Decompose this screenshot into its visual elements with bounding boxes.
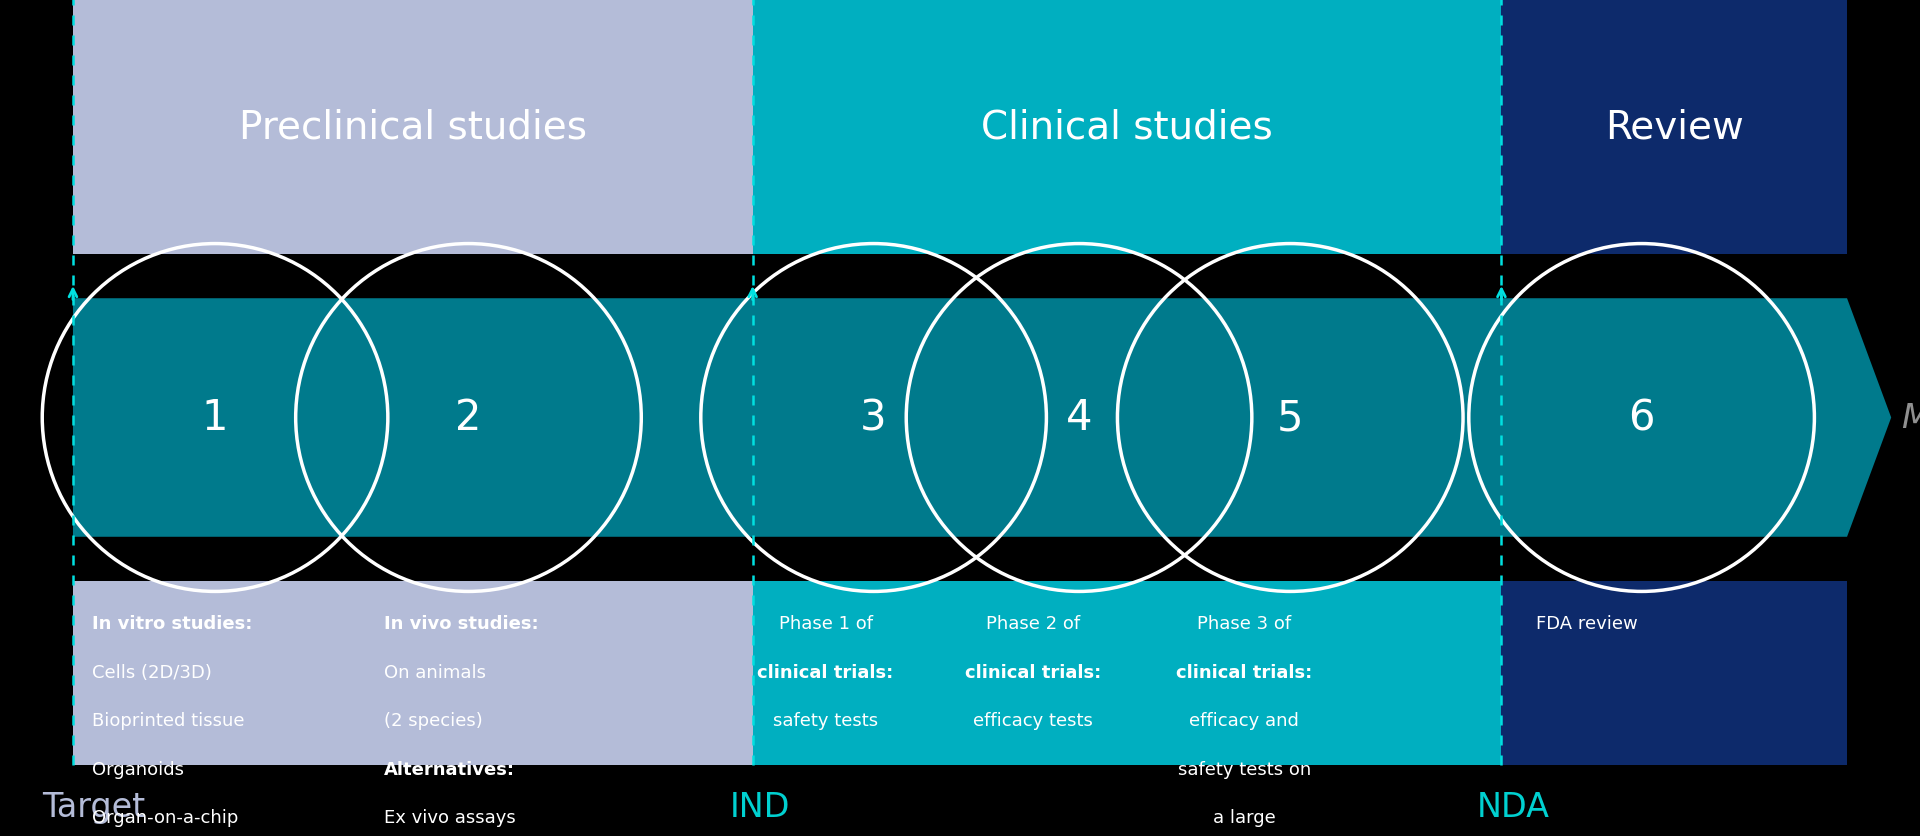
Text: clinical trials:: clinical trials: [1177, 663, 1311, 681]
Text: safety tests on: safety tests on [1177, 760, 1311, 778]
Text: 1: 1 [202, 397, 228, 439]
Bar [753, 0, 1501, 255]
Text: 5: 5 [1277, 397, 1304, 439]
Text: clinical trials:: clinical trials: [758, 663, 893, 681]
Text: 3: 3 [860, 397, 887, 439]
Text: efficacy and: efficacy and [1188, 711, 1300, 730]
Text: Preclinical studies: Preclinical studies [238, 109, 588, 146]
Text: 6: 6 [1628, 397, 1655, 439]
Bar [73, 0, 753, 255]
Bar [73, 581, 753, 765]
Text: Ex vivo assays: Ex vivo assays [384, 808, 516, 827]
Text: NDA: NDA [1476, 790, 1549, 823]
Text: FDA review: FDA review [1536, 614, 1638, 633]
Bar [1501, 581, 1847, 765]
Text: clinical trials:: clinical trials: [966, 663, 1100, 681]
Text: On animals: On animals [384, 663, 486, 681]
Text: Organoids: Organoids [92, 760, 184, 778]
Text: Review: Review [1605, 109, 1743, 146]
Text: Organ-on-a-chip: Organ-on-a-chip [92, 808, 238, 827]
Bar [1501, 0, 1847, 255]
Text: safety tests: safety tests [774, 711, 877, 730]
Text: Cells (2D/3D): Cells (2D/3D) [92, 663, 211, 681]
Polygon shape [73, 299, 1891, 537]
Text: IND: IND [730, 790, 791, 823]
Text: Clinical studies: Clinical studies [981, 109, 1273, 146]
Text: In vitro studies:: In vitro studies: [92, 614, 253, 633]
Text: 2: 2 [455, 397, 482, 439]
Text: efficacy tests: efficacy tests [973, 711, 1092, 730]
Text: Target: Target [42, 790, 146, 823]
Bar [753, 581, 1501, 765]
Text: Bioprinted tissue: Bioprinted tissue [92, 711, 244, 730]
Text: Alternatives:: Alternatives: [384, 760, 515, 778]
Text: Phase 3 of: Phase 3 of [1196, 614, 1292, 633]
Text: Phase 2 of: Phase 2 of [985, 614, 1081, 633]
Text: Market: Market [1901, 401, 1920, 435]
Text: In vivo studies:: In vivo studies: [384, 614, 540, 633]
Text: 4: 4 [1066, 397, 1092, 439]
Text: a large: a large [1213, 808, 1275, 827]
Text: (2 species): (2 species) [384, 711, 482, 730]
Text: Phase 1 of: Phase 1 of [780, 614, 872, 633]
